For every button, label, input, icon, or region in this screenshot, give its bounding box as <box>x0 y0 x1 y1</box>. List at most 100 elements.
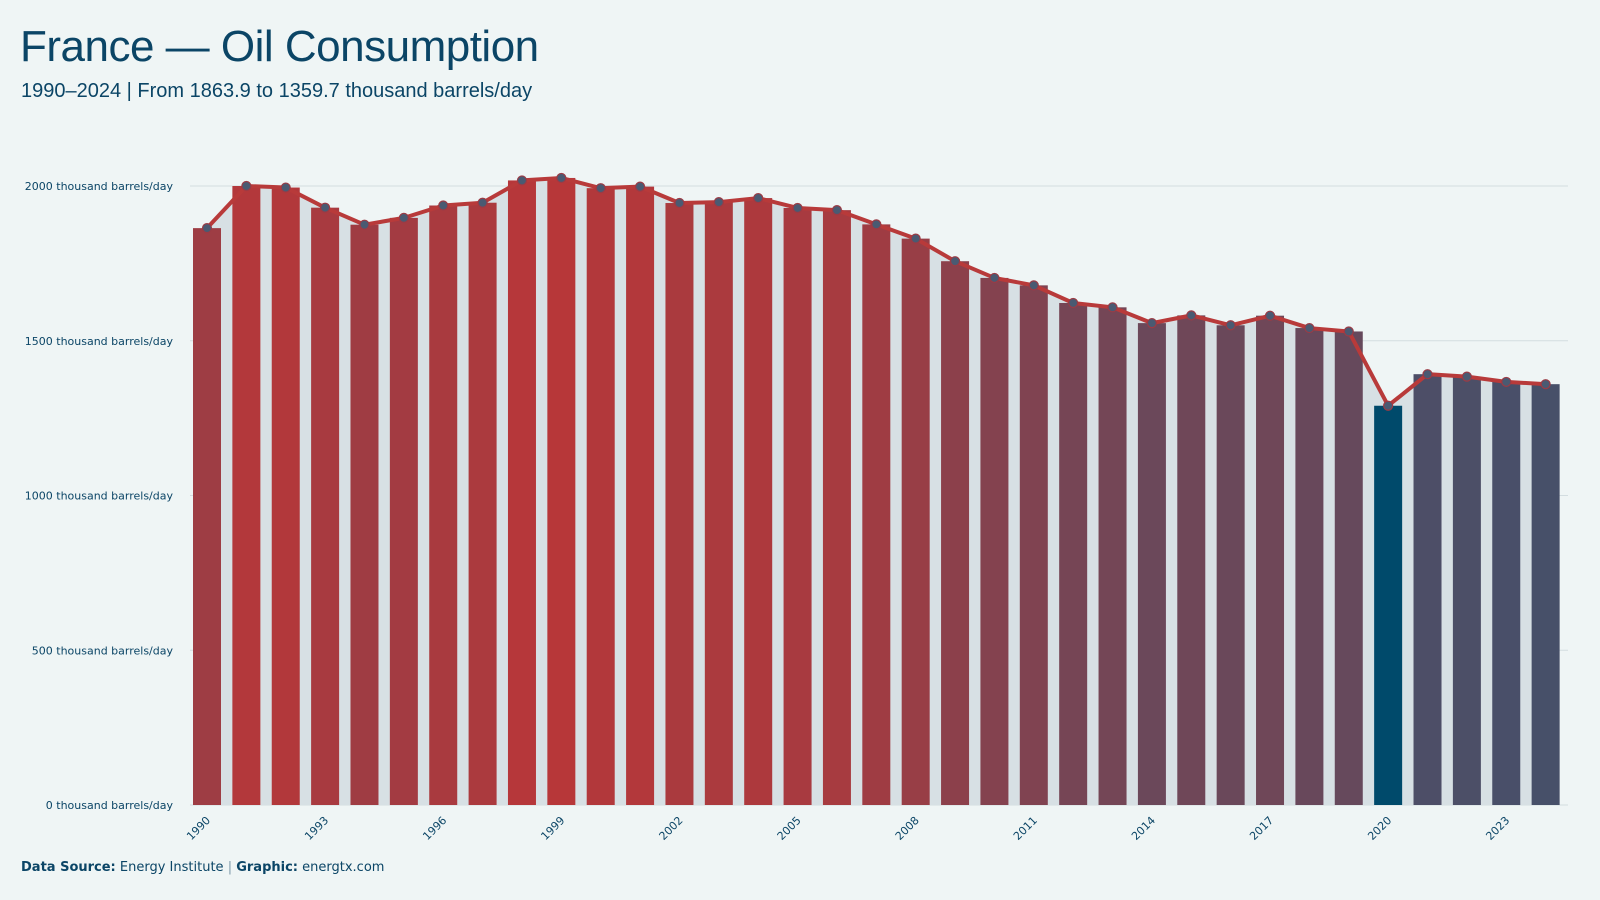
data-point <box>280 182 291 193</box>
y-tick-label: 1000 thousand barrels/day <box>25 490 174 503</box>
bar <box>1098 307 1127 805</box>
bar <box>744 198 773 805</box>
bar <box>547 177 576 805</box>
data-point <box>1225 320 1236 331</box>
bar <box>1492 381 1521 805</box>
data-point <box>910 233 921 244</box>
x-tick-label: 1996 <box>420 814 449 843</box>
bar <box>1334 331 1363 805</box>
bar <box>1137 323 1166 805</box>
data-point <box>556 172 567 184</box>
data-point <box>1422 369 1433 380</box>
bar <box>704 202 733 805</box>
x-tick-label: 1990 <box>184 814 213 843</box>
footer-separator: | <box>227 860 233 875</box>
source-label: Data Source: <box>21 860 116 875</box>
data-point <box>871 219 882 230</box>
data-point <box>1264 310 1276 321</box>
x-tick-label: 2020 <box>1365 814 1394 843</box>
data-point <box>1186 310 1197 321</box>
bar <box>783 207 812 806</box>
chart-subtitle: 1990–2024 | From 1863.9 to 1359.7 thousa… <box>21 80 533 102</box>
x-tick-label: 2023 <box>1483 814 1512 843</box>
data-point <box>241 180 252 192</box>
data-point <box>516 175 528 186</box>
x-tick-label: 2011 <box>1011 814 1040 843</box>
bar <box>665 203 694 805</box>
data-point <box>1383 400 1394 411</box>
data-point <box>989 272 1000 284</box>
data-point <box>1028 280 1039 291</box>
y-tick-label: 1500 thousand barrels/day <box>25 335 174 348</box>
data-point <box>634 181 646 192</box>
x-tick-label: 2008 <box>893 814 922 843</box>
x-tick-label: 1999 <box>538 814 567 843</box>
point-markers <box>201 172 1551 411</box>
bar <box>271 187 300 806</box>
bar <box>1374 405 1403 805</box>
bar <box>389 217 418 806</box>
bar <box>232 186 261 805</box>
x-tick-label: 2014 <box>1129 814 1158 843</box>
bar <box>1019 285 1048 805</box>
bar <box>822 210 851 806</box>
bar <box>941 261 970 805</box>
bar <box>586 188 615 805</box>
x-tick-label: 1993 <box>302 814 331 843</box>
bar <box>350 224 379 805</box>
bar <box>1452 376 1481 805</box>
bar <box>1177 315 1206 805</box>
bar <box>468 202 497 805</box>
data-point <box>1107 302 1118 313</box>
data-point <box>320 202 331 213</box>
data-point <box>1501 376 1512 388</box>
x-tick-label: 2017 <box>1247 814 1276 843</box>
data-point <box>674 197 685 209</box>
bar <box>1295 328 1324 805</box>
data-point <box>713 196 724 208</box>
graphic-value: energtx.com <box>302 860 385 875</box>
chart-title: France — Oil Consumption <box>20 22 539 71</box>
y-tick-label: 500 thousand barrels/day <box>32 644 174 657</box>
bar <box>1059 302 1088 805</box>
data-point <box>1540 379 1551 390</box>
x-axis-labels: 1990 1993 1996 1999 2002 2005 2008 2011 2014 2017… <box>184 814 1512 843</box>
data-point <box>398 212 409 223</box>
data-point <box>477 197 488 208</box>
bar <box>901 238 930 806</box>
footer-credits: Data Source: Energy Institute | Graphic:… <box>21 860 384 875</box>
bar <box>1413 374 1442 805</box>
data-point <box>1461 371 1472 382</box>
data-point <box>201 223 213 234</box>
bar <box>862 224 891 806</box>
data-point <box>1068 297 1079 309</box>
graphic-label: Graphic: <box>236 860 298 875</box>
bar <box>507 180 536 805</box>
y-tick-label: 0 thousand barrels/day <box>46 799 174 812</box>
x-tick-label: 2002 <box>657 814 686 843</box>
y-tick-label: 2000 thousand barrels/day <box>25 180 174 193</box>
data-point <box>1304 322 1315 334</box>
data-point <box>831 205 843 216</box>
bar <box>193 228 221 806</box>
bars <box>193 177 1560 806</box>
data-point <box>1146 318 1158 329</box>
data-point <box>359 219 370 230</box>
x-tick-label: 2005 <box>775 814 804 843</box>
data-point <box>1343 326 1354 337</box>
data-point <box>438 200 449 211</box>
bar <box>1216 325 1245 805</box>
source-value: Energy Institute <box>119 860 224 875</box>
data-point <box>792 202 803 214</box>
bar <box>626 186 655 805</box>
bar <box>980 277 1009 805</box>
data-point <box>753 192 764 204</box>
bar <box>429 205 458 805</box>
y-axis-labels: 0 thousand barrels/day 500 thousand barre… <box>25 180 174 812</box>
data-point <box>595 183 606 194</box>
bar <box>311 207 340 806</box>
data-point <box>949 256 961 267</box>
bar <box>1531 384 1560 805</box>
bar <box>1256 315 1285 805</box>
